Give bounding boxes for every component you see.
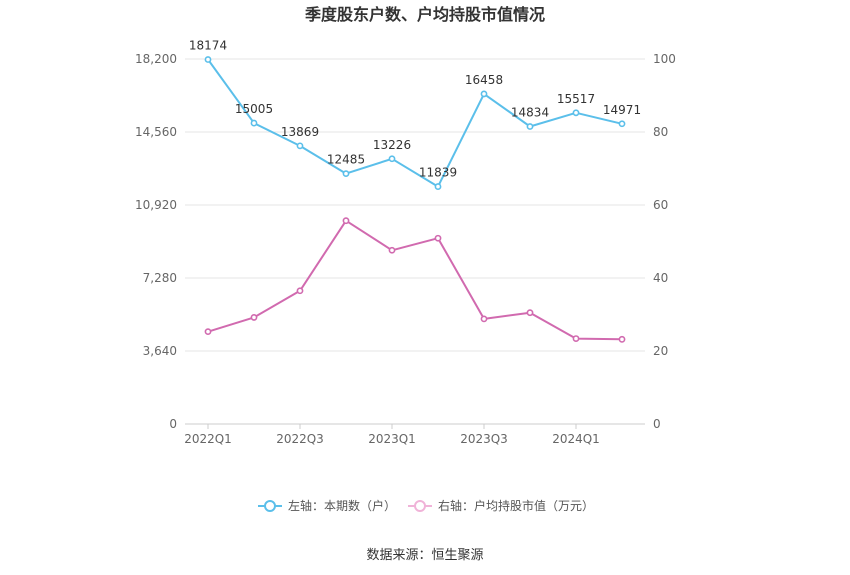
left-tick-label: 0 — [169, 417, 177, 431]
data-label: 13226 — [373, 138, 411, 152]
left-tick-label: 14,560 — [135, 125, 177, 139]
data-point[interactable] — [480, 315, 488, 323]
data-label: 14834 — [511, 106, 549, 120]
right-tick-label: 80 — [653, 125, 668, 139]
x-tick-label: 2022Q3 — [276, 432, 324, 446]
chart-title: 季度股东户数、户均持股市值情况 — [304, 5, 545, 24]
series-line-0 — [207, 58, 623, 188]
legend-item-avg-value[interactable]: 右轴：户均持股市值（万元） — [408, 498, 594, 513]
left-tick-label: 7,280 — [143, 271, 177, 285]
data-point[interactable] — [296, 287, 304, 295]
legend-item-households[interactable]: 左轴：本期数（户） — [258, 498, 396, 513]
right-tick-label: 60 — [653, 198, 668, 212]
x-tick-label: 2023Q3 — [460, 432, 508, 446]
x-tick-label: 2024Q1 — [552, 432, 600, 446]
legend-avg-value-marker — [414, 500, 426, 512]
legend: 左轴：本期数（户） 右轴：户均持股市值（万元） — [258, 498, 594, 513]
series-line-1 — [207, 219, 623, 341]
x-axis-ticks: 2022Q1 2022Q3 2023Q1 2023Q3 2024Q1 — [184, 424, 600, 446]
left-tick-label: 18,200 — [135, 52, 177, 66]
data-point[interactable] — [388, 246, 396, 254]
data-point[interactable] — [618, 335, 626, 343]
data-label: 18174 — [189, 39, 227, 53]
left-tick-label: 3,640 — [143, 344, 177, 358]
data-point[interactable] — [526, 123, 534, 130]
legend-households-marker — [264, 500, 276, 512]
data-point[interactable] — [204, 328, 212, 336]
data-point[interactable] — [204, 56, 212, 63]
data-point[interactable] — [434, 183, 442, 190]
left-axis-ticks: 0 3,640 7,280 10,920 14,560 18,200 — [135, 52, 177, 431]
data-label: 13869 — [281, 125, 319, 139]
data-point[interactable] — [434, 234, 442, 242]
data-label: 15005 — [235, 102, 273, 116]
x-tick-label: 2022Q1 — [184, 432, 232, 446]
data-label: 11839 — [419, 166, 457, 180]
data-point[interactable] — [250, 314, 258, 321]
data-point[interactable] — [480, 90, 488, 98]
data-label: 14971 — [603, 103, 641, 117]
legend-households-label: 左轴：本期数（户） — [288, 498, 396, 513]
series-layer: 18174 15005 13869 12485 13226 11839 16458 14834… — [189, 39, 641, 343]
legend-avg-value-label: 右轴：户均持股市值（万元） — [438, 498, 594, 513]
data-point[interactable] — [572, 335, 580, 342]
x-tick-label: 2023Q1 — [368, 432, 416, 446]
data-point[interactable] — [572, 109, 580, 117]
data-point[interactable] — [342, 170, 350, 178]
data-point[interactable] — [342, 217, 350, 225]
data-point[interactable] — [250, 119, 258, 127]
data-label: 12485 — [327, 153, 365, 167]
data-label: 15517 — [557, 92, 595, 106]
right-tick-label: 0 — [653, 417, 661, 431]
data-point[interactable] — [296, 142, 304, 150]
right-tick-label: 20 — [653, 344, 668, 358]
grid-lines — [185, 58, 645, 425]
data-point[interactable] — [618, 120, 626, 128]
data-label: 16458 — [465, 73, 503, 87]
right-axis-ticks: 0 20 40 60 80 100 — [653, 52, 676, 431]
data-source: 数据来源：恒生聚源 — [366, 548, 483, 563]
left-tick-label: 10,920 — [135, 198, 177, 212]
data-point[interactable] — [388, 155, 396, 163]
data-point[interactable] — [526, 309, 534, 317]
right-tick-label: 40 — [653, 271, 668, 285]
right-tick-label: 100 — [653, 52, 676, 66]
